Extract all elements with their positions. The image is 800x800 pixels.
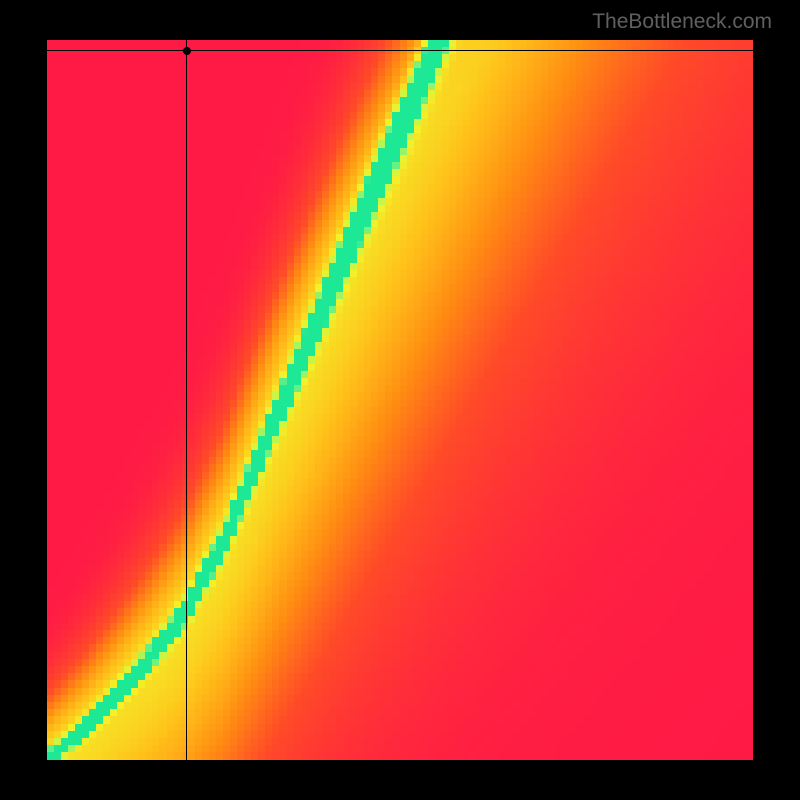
heatmap-plot-area: [47, 40, 753, 760]
marker-dot: [183, 47, 191, 55]
heatmap-canvas: [47, 40, 753, 760]
watermark-text: TheBottleneck.com: [592, 10, 772, 34]
horizontal-marker-line: [47, 50, 753, 51]
vertical-marker-line: [186, 40, 187, 760]
